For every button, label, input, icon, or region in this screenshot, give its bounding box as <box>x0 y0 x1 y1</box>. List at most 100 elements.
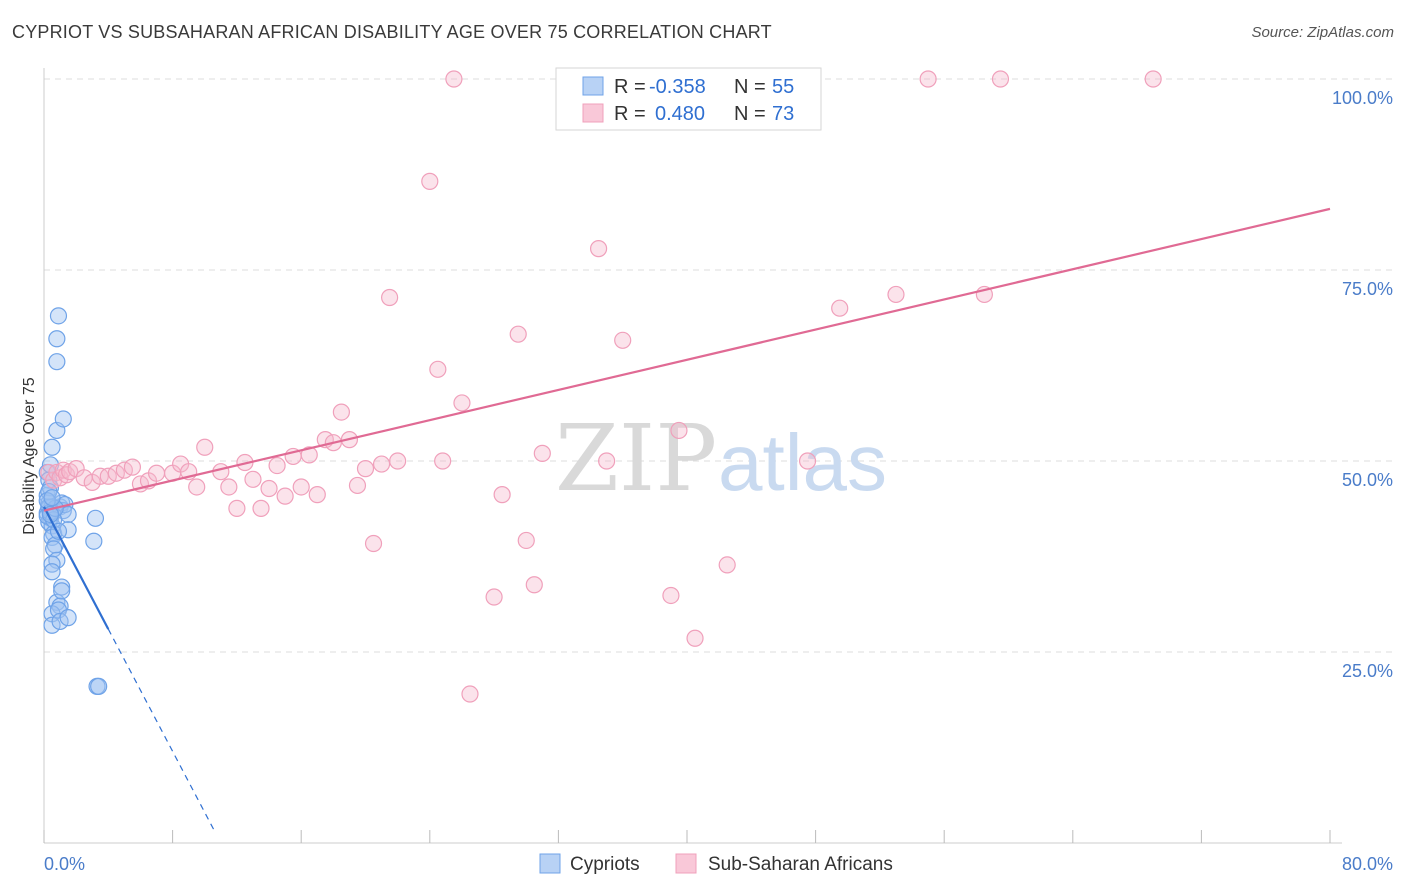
x-tick-label: 80.0% <box>1342 854 1393 874</box>
cypriot-point <box>51 612 69 631</box>
subsaharan-point <box>1144 70 1162 88</box>
cypriot-trendline <box>43 506 110 630</box>
subsaharan-point <box>991 70 1010 88</box>
bottom-legend-swatch-cypriots <box>539 853 561 874</box>
subsaharan-point <box>919 70 937 88</box>
legend-r-value-subsaharan: 0.480 <box>655 103 705 125</box>
subsaharan-point <box>308 486 326 504</box>
cypriot-point <box>53 578 71 596</box>
cypriot-point <box>38 492 56 510</box>
subsaharan-point <box>421 172 439 190</box>
cypriots-series <box>38 307 108 695</box>
x-tick-label: 0.0% <box>44 854 85 874</box>
subsaharan-point <box>260 479 278 498</box>
y-tick-label: 50.0% <box>1342 470 1393 490</box>
gridlines <box>44 78 1392 653</box>
cypriot-point <box>48 353 66 371</box>
subsaharan-point <box>212 463 230 481</box>
subsaharan-point <box>389 452 407 470</box>
legend-r-label-subsaharan: R = <box>614 103 646 125</box>
subsaharan-point <box>517 531 535 550</box>
subsaharan-series <box>40 70 1162 703</box>
cypriot-point <box>85 532 103 550</box>
subsaharan-trendline <box>43 207 1331 512</box>
cypriot-point <box>90 677 108 695</box>
legend-n-label-cypriots: N = <box>734 76 766 98</box>
subsaharan-point <box>662 586 680 605</box>
subsaharan-point <box>57 466 76 484</box>
subsaharan-point <box>589 240 608 258</box>
subsaharan-point <box>686 629 704 647</box>
legend-swatch-subsaharan <box>582 103 604 123</box>
cypriot-point <box>49 307 68 325</box>
subsaharan-point <box>509 325 527 343</box>
legend-swatch-cypriots <box>582 76 604 96</box>
legend-n-value-subsaharan: 73 <box>772 103 794 125</box>
subsaharan-point <box>493 486 511 504</box>
cypriot-point <box>43 563 61 581</box>
bottom-legend-swatch-subsaharan <box>675 853 697 874</box>
subsaharan-point <box>123 458 142 476</box>
subsaharan-point <box>147 464 166 482</box>
subsaharan-point <box>670 421 688 440</box>
subsaharan-point <box>244 470 262 488</box>
subsaharan-point <box>220 478 238 496</box>
source-label: Source: ZipAtlas.com <box>1251 24 1394 41</box>
subsaharan-point <box>453 394 471 412</box>
y-axis-tick-labels: 25.0% 50.0% 75.0% 100.0% <box>1332 88 1393 681</box>
subsaharan-point <box>381 288 399 307</box>
watermark-zip: ZIP <box>555 405 717 512</box>
subsaharan-point <box>831 299 849 317</box>
subsaharan-point <box>252 499 270 517</box>
cypriot-point <box>43 616 61 634</box>
bottom-legend-label-cypriots: Cypriots <box>570 854 640 875</box>
y-tick-label: 75.0% <box>1342 279 1393 299</box>
bottom-legend-label-subsaharan: Sub-Saharan Africans <box>708 854 893 875</box>
x-axis-tick-labels: 0.0% 80.0% <box>44 854 1393 874</box>
subsaharan-point <box>292 478 310 496</box>
subsaharan-point <box>461 685 479 703</box>
subsaharan-point <box>614 331 632 349</box>
cypriot-point <box>54 410 72 428</box>
cypriot-point <box>86 509 105 527</box>
cypriot-point <box>48 330 66 348</box>
trendlines <box>43 207 1331 832</box>
correlation-legend: R = -0.358 N = 55 R = 0.480 N = 73 <box>555 67 822 131</box>
subsaharan-point <box>188 478 206 496</box>
subsaharan-point <box>356 460 375 478</box>
subsaharan-point <box>228 499 246 517</box>
subsaharan-point <box>798 452 817 470</box>
y-axis-title: Disability Age Over 75 <box>21 377 38 535</box>
cypriot-point <box>59 609 77 627</box>
cypriot-point <box>43 489 61 507</box>
subsaharan-point <box>300 446 318 464</box>
subsaharan-point <box>445 70 463 88</box>
cypriot-point <box>53 582 71 600</box>
watermark-atlas: atlas <box>718 418 887 507</box>
subsaharan-point <box>196 438 214 456</box>
x-axis-ticks <box>43 830 1331 843</box>
y-tick-label: 100.0% <box>1332 88 1393 108</box>
subsaharan-point <box>332 403 350 421</box>
legend-r-value-cypriots: -0.358 <box>649 76 706 98</box>
y-tick-label: 25.0% <box>1342 661 1393 681</box>
subsaharan-point <box>887 285 905 304</box>
subsaharan-point <box>372 455 391 473</box>
subsaharan-point <box>718 556 736 574</box>
subsaharan-point <box>598 452 616 470</box>
subsaharan-point <box>364 534 383 553</box>
chart-title: CYPRIOT VS SUBSAHARAN AFRICAN DISABILITY… <box>12 22 772 42</box>
subsaharan-point <box>533 444 551 462</box>
subsaharan-point <box>348 476 367 495</box>
subsaharan-point <box>54 461 72 479</box>
cypriot-trendline-extension <box>107 628 215 832</box>
subsaharan-point <box>434 452 452 470</box>
subsaharan-point <box>429 360 447 378</box>
subsaharan-point <box>525 576 543 594</box>
cypriot-point <box>43 438 61 456</box>
subsaharan-point <box>268 456 286 475</box>
legend-r-label-cypriots: R = <box>614 76 646 98</box>
legend-n-label-subsaharan: N = <box>734 103 766 125</box>
series-legend: Cypriots Sub-Saharan Africans <box>539 853 893 875</box>
